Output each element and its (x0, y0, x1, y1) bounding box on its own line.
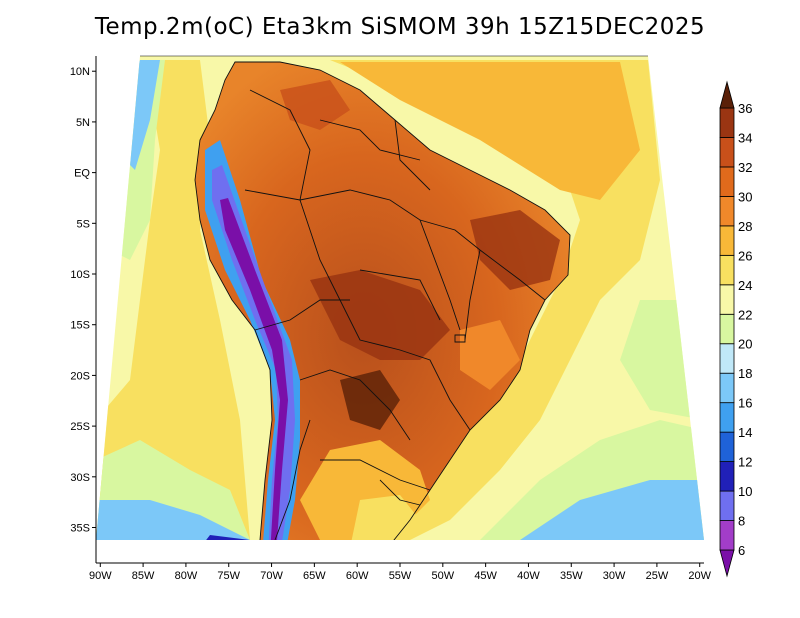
colorbar-label: 16 (738, 396, 752, 411)
colorbar-label: 22 (738, 307, 752, 322)
latitude-label: 20S (70, 370, 90, 382)
longitude-label: 80W (175, 570, 198, 582)
longitude-label: 45W (474, 570, 497, 582)
colorbar-min-triangle (719, 549, 735, 578)
longitude-label: 20W (688, 570, 711, 582)
colorbar-swatch (719, 225, 735, 256)
latitude-label: EQ (74, 168, 90, 180)
longitude-label: 50W (432, 570, 455, 582)
colorbar-swatch (719, 195, 735, 227)
colorbar-label: 26 (738, 248, 752, 263)
colorbar-label: 34 (738, 130, 752, 145)
latitude-label: 5S (77, 218, 90, 230)
longitude-label: 30W (603, 570, 626, 582)
colorbar-label: 12 (738, 455, 752, 470)
colorbar-swatch (719, 431, 735, 462)
colorbar-swatch (719, 313, 735, 345)
latitude-label: 25S (70, 421, 90, 433)
colorbar-swatch (719, 284, 735, 315)
latitude-axis: 10N 5N EQ 5S 10S 15S 20S 25S 30S 35S (70, 66, 96, 535)
colorbar-label: 8 (738, 514, 745, 529)
latitude-label: 30S (70, 472, 90, 484)
colorbar-label: 36 (738, 101, 752, 116)
latitude-label: 15S (70, 320, 90, 332)
longitude-label: 40W (517, 570, 540, 582)
colorbar-label: 24 (738, 278, 752, 293)
colorbar-swatch (719, 254, 735, 286)
longitude-axis: 90W 85W 80W 75W 70W 65W 60W 55W 50W 45W 40W 35W 30W 2… (89, 563, 712, 582)
longitude-label: 70W (260, 570, 283, 582)
latitude-label: 35S (70, 523, 90, 535)
colorbar-label: 28 (738, 219, 752, 234)
colorbar-swatch (719, 137, 735, 168)
colorbar-swatch (719, 461, 735, 492)
temperature-field (96, 56, 704, 540)
latitude-label: 10N (70, 66, 90, 78)
longitude-label: 35W (560, 570, 583, 582)
colorbar-swatch (719, 372, 735, 404)
longitude-label: 25W (646, 570, 669, 582)
latitude-label: 10S (70, 269, 90, 281)
colorbar-swatch (719, 520, 735, 551)
longitude-label: 60W (346, 570, 369, 582)
colorbar-label: 20 (738, 337, 752, 352)
latitude-label: 5N (76, 117, 90, 129)
colorbar-swatch (719, 107, 735, 138)
colorbar-label: 18 (738, 366, 752, 381)
temperature-colorbar: 6 8 10 12 14 16 18 20 22 24 26 28 30 32 34 36 (719, 80, 752, 578)
longitude-label: 90W (89, 570, 112, 582)
colorbar-swatch (719, 490, 735, 521)
country-borders (194, 61, 571, 540)
colorbar-swatch (719, 402, 735, 433)
colorbar-label: 32 (738, 160, 752, 175)
colorbar-label: 10 (738, 484, 752, 499)
colorbar-label: 6 (738, 543, 745, 558)
longitude-label: 55W (389, 570, 412, 582)
colorbar-label: 30 (738, 189, 752, 204)
colorbar-swatch (719, 166, 735, 197)
map-title: Temp.2m(oC) Eta3km SiSMOM 39h 15Z15DEC20… (94, 14, 706, 40)
colorbar-max-triangle (719, 80, 735, 109)
colorbar-swatch (719, 343, 735, 374)
longitude-label: 65W (303, 570, 326, 582)
colorbar-label: 14 (738, 425, 752, 440)
longitude-label: 85W (132, 570, 155, 582)
longitude-label: 75W (217, 570, 240, 582)
